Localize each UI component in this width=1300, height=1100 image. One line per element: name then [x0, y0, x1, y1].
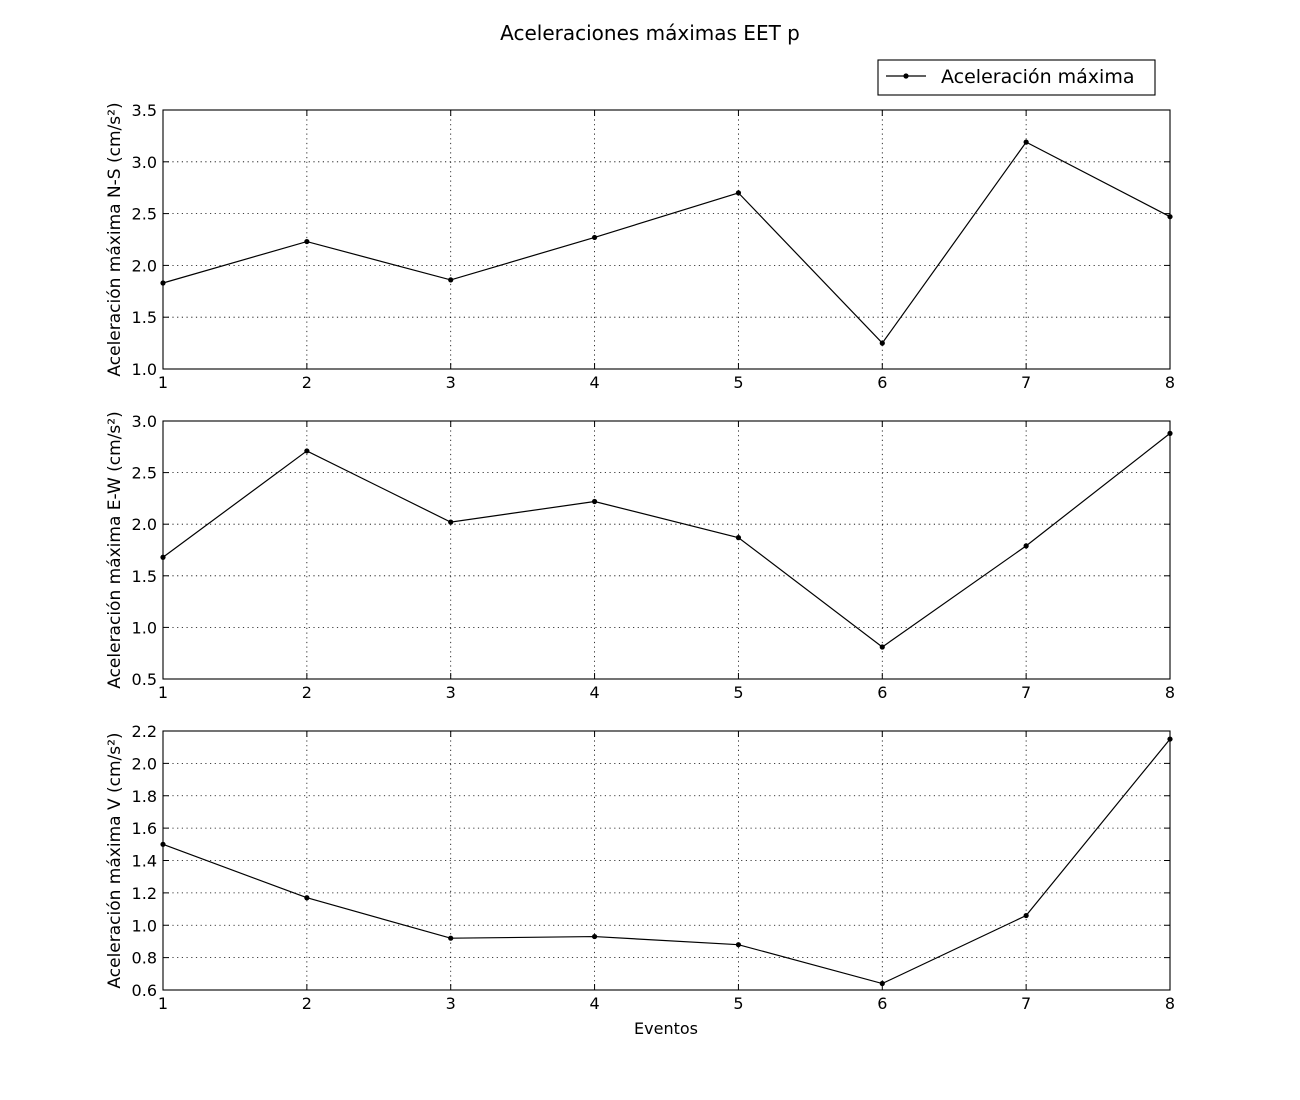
y-axis-label: Aceleración máxima V (cm/s²)	[105, 732, 125, 988]
subplot-2: 1 2 3 4 5 6 7 8 0.5 1.0 1.5 2.0 2.5 3.0 Aceleración má…	[105, 411, 1175, 702]
x-tick-label: 7	[1021, 994, 1031, 1013]
y-tick-label: 1.0	[132, 916, 157, 935]
x-tick-label: 1	[158, 373, 168, 392]
x-axis-label: Eventos	[634, 1019, 698, 1038]
data-point	[735, 535, 742, 541]
data-point	[160, 554, 166, 560]
plot-frame	[162, 730, 1171, 991]
x-tick-label: 6	[877, 994, 887, 1013]
y-tick-label: 3.0	[132, 153, 157, 172]
plot-frame	[162, 109, 1171, 370]
y-tick-label: 2.0	[132, 256, 157, 275]
data-point	[304, 895, 310, 901]
x-tick-label: 1	[158, 994, 168, 1013]
y-tick-label: 1.0	[132, 360, 157, 379]
data-point	[448, 935, 454, 941]
y-tick-label: 1.5	[132, 567, 157, 586]
data-point	[1023, 139, 1029, 145]
legend-label: Aceleración máxima	[941, 66, 1134, 88]
y-tick-label: 3.5	[132, 101, 157, 120]
x-tick-label: 5	[733, 683, 743, 702]
y-tick-label: 1.4	[132, 852, 157, 871]
x-tick-label: 4	[589, 994, 599, 1013]
x-tick-label: 7	[1021, 683, 1031, 702]
data-point	[448, 277, 454, 283]
data-point	[448, 519, 454, 525]
y-tick-label: 2.0	[132, 754, 157, 773]
y-tick-label: 1.6	[132, 819, 157, 838]
y-axis-label: Aceleración máxima E-W (cm/s²)	[105, 411, 125, 689]
subplot-1: 1 2 3 4 5 6 7 8 1.0 1.5 2.0 2.5 3.0 3.5 Aceleración má…	[105, 101, 1175, 392]
data-point	[879, 644, 885, 650]
x-tick-label: 7	[1021, 373, 1031, 392]
data-point	[879, 980, 885, 987]
y-tick-label: 1.0	[132, 618, 157, 637]
x-tick-label: 8	[1165, 994, 1175, 1013]
y-tick-label: 1.5	[132, 308, 157, 327]
data-point	[879, 340, 885, 346]
x-tick-label: 1	[158, 683, 168, 702]
x-tick-label: 4	[589, 683, 599, 702]
y-tick-label: 2.5	[132, 205, 157, 224]
x-tick-label: 2	[302, 683, 312, 702]
data-point	[304, 448, 310, 454]
chart-title: Aceleraciones máximas EET p	[500, 21, 800, 45]
y-tick-label: 3.0	[132, 412, 157, 431]
x-tick-label: 2	[302, 994, 312, 1013]
data-point	[304, 238, 310, 245]
x-tick-label: 8	[1165, 683, 1175, 702]
data-point	[1023, 543, 1029, 549]
y-tick-label: 2.2	[132, 722, 157, 741]
y-tick-label: 0.8	[132, 949, 157, 968]
x-tick-label: 2	[302, 373, 312, 392]
data-point	[1167, 736, 1173, 742]
legend-marker	[903, 73, 909, 79]
series-line	[162, 432, 1171, 648]
data-point	[1167, 214, 1173, 220]
y-tick-label: 2.0	[132, 515, 157, 534]
x-tick-label: 6	[877, 373, 887, 392]
data-point	[591, 498, 598, 505]
x-tick-label: 5	[733, 373, 743, 392]
subplots: 1 2 3 4 5 6 7 8 1.0 1.5 2.0 2.5 3.0 3.5 Aceleración má…	[105, 101, 1175, 1013]
series-line	[162, 738, 1171, 985]
y-tick-label: 0.6	[132, 981, 157, 1000]
data-point	[160, 841, 166, 847]
x-tick-label: 3	[446, 994, 456, 1013]
x-tick-label: 3	[446, 373, 456, 392]
data-point	[1167, 430, 1173, 436]
x-tick-label: 5	[733, 994, 743, 1013]
data-point	[160, 280, 166, 286]
x-tick-label: 4	[589, 373, 599, 392]
data-point	[591, 933, 598, 940]
legend: Aceleración máxima	[877, 59, 1156, 96]
y-tick-label: 1.2	[132, 884, 157, 903]
data-point	[1023, 912, 1029, 919]
data-point	[735, 190, 742, 196]
y-tick-label: 1.8	[132, 787, 157, 806]
x-tick-label: 8	[1165, 373, 1175, 392]
series-line	[162, 141, 1171, 345]
data-point	[591, 234, 598, 241]
y-tick-label: 2.5	[132, 464, 157, 483]
legend-box	[877, 59, 1156, 96]
x-tick-label: 3	[446, 683, 456, 702]
y-tick-label: 0.5	[132, 670, 157, 689]
y-axis-label: Aceleración máxima N-S (cm/s²)	[105, 102, 125, 376]
plot-frame	[162, 420, 1171, 680]
x-tick-label: 6	[877, 683, 887, 702]
subplot-3: 1 2 3 4 5 6 7 8 0.6 0.8 1.0 1.2 1.4 1.6 1.8 2.0 2.2 Acele…	[105, 722, 1175, 1013]
data-point	[735, 942, 742, 948]
